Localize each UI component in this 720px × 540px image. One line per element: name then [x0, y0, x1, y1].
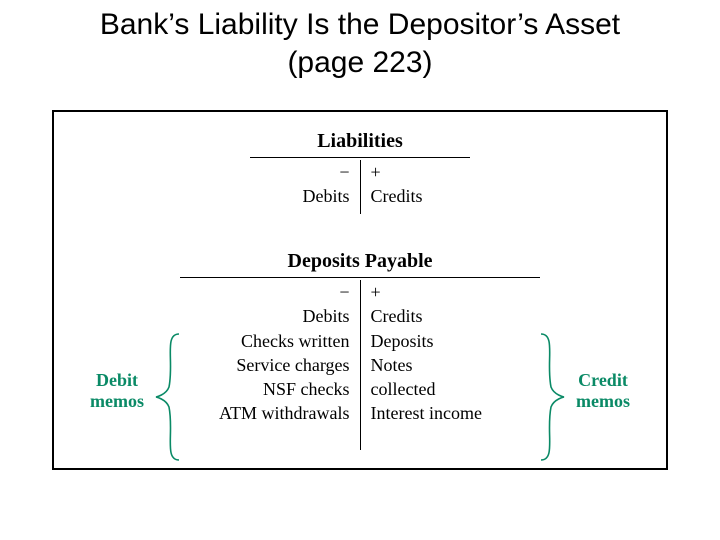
title-line-1: Bank’s Liability Is the Depositor’s Asse…: [100, 8, 620, 41]
credit-memos-label: Credit memos: [568, 370, 638, 411]
deposits-payable-t-account: Deposits Payable − Debits Checks written…: [180, 250, 540, 450]
debit-item-0: Checks written: [180, 329, 350, 353]
liabilities-debits-label: Debits: [250, 184, 350, 208]
debit-memos-line2: memos: [90, 391, 144, 411]
deposits-rule: [180, 277, 540, 278]
liabilities-minus-sign: −: [250, 160, 350, 184]
debit-item-2: NSF checks: [180, 377, 350, 401]
deposits-minus-sign: −: [180, 280, 350, 304]
left-brace-icon: [154, 332, 184, 462]
title-line-2: (page 223): [287, 46, 432, 79]
deposits-body: − Debits Checks written Service charges …: [180, 280, 540, 450]
deposits-debit-col: − Debits Checks written Service charges …: [180, 280, 361, 450]
liabilities-heading: Liabilities: [250, 130, 470, 157]
liabilities-rule: [250, 157, 470, 158]
slide: Bank’s Liability Is the Depositor’s Asse…: [0, 0, 720, 540]
liabilities-body: − Debits + Credits: [250, 160, 470, 214]
deposits-credits-label: Credits: [371, 304, 541, 328]
deposits-plus-sign: +: [371, 280, 541, 304]
credit-memos-line1: Credit: [578, 370, 628, 390]
credit-item-0: Deposits: [371, 329, 541, 353]
debit-memos-line1: Debit: [96, 370, 138, 390]
liabilities-plus-sign: +: [371, 160, 471, 184]
debit-item-1: Service charges: [180, 353, 350, 377]
slide-title: Bank’s Liability Is the Depositor’s Asse…: [0, 0, 720, 81]
liabilities-credits-label: Credits: [371, 184, 471, 208]
credit-item-1: Notes: [371, 353, 541, 377]
debit-memos-label: Debit memos: [82, 370, 152, 411]
debit-item-3: ATM withdrawals: [180, 401, 350, 425]
deposits-heading: Deposits Payable: [180, 250, 540, 277]
figure-box: Liabilities − Debits + Credits Deposits …: [52, 110, 668, 470]
credit-item-2: collected: [371, 377, 541, 401]
deposits-debits-label: Debits: [180, 304, 350, 328]
liabilities-t-account: Liabilities − Debits + Credits: [250, 130, 470, 214]
liabilities-debit-col: − Debits: [250, 160, 361, 214]
right-brace-icon: [536, 332, 566, 462]
liabilities-credit-col: + Credits: [361, 160, 471, 214]
credit-memos-line2: memos: [576, 391, 630, 411]
deposits-credit-col: + Credits Deposits Notes collected Inter…: [361, 280, 541, 450]
credit-item-3: Interest income: [371, 401, 541, 425]
